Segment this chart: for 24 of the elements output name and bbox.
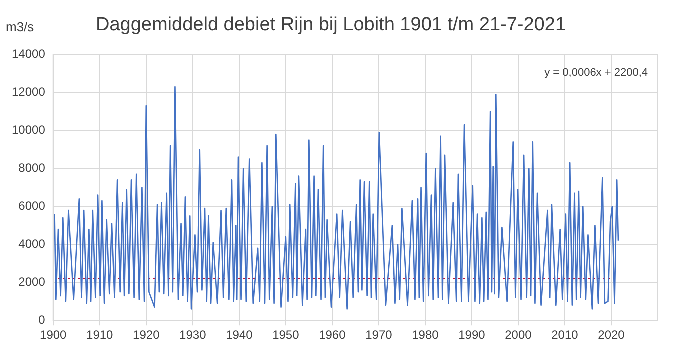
y-tick-label: 4000 [18, 236, 46, 251]
y-tick-label: 8000 [18, 161, 46, 176]
x-tick-label: 2000 [505, 328, 532, 342]
x-tick-label: 1940 [226, 328, 254, 342]
x-tick-label: 1960 [319, 328, 346, 342]
y-tick-label: 10000 [12, 123, 46, 138]
x-tick-label: 1970 [366, 328, 393, 342]
x-tick-label: 1910 [86, 328, 114, 342]
y-tick-label: 6000 [18, 199, 46, 213]
y-tick-label: 2000 [18, 274, 46, 289]
x-tick-label: 1930 [180, 328, 207, 342]
y-axis-title: m3/s [6, 20, 35, 35]
x-tick-label: 1900 [40, 328, 68, 342]
chart-title: Daggemiddeld debiet Rijn bij Lobith 1901 t/m 21-7-2021 [96, 14, 566, 36]
x-tick-label: 1950 [272, 328, 300, 342]
y-tick-label: 12000 [12, 85, 46, 100]
x-tick-label: 2010 [552, 328, 579, 342]
x-tick-label: 1920 [133, 328, 160, 342]
x-tick-label: 2020 [598, 328, 626, 342]
x-tick-label: 1980 [412, 328, 440, 342]
y-tick-label: 0 [38, 312, 46, 327]
y-tick-label: 14000 [12, 47, 46, 62]
x-tick-label: 1990 [458, 328, 486, 342]
annotation: y = 0,0006x + 2200,4 [544, 66, 648, 79]
